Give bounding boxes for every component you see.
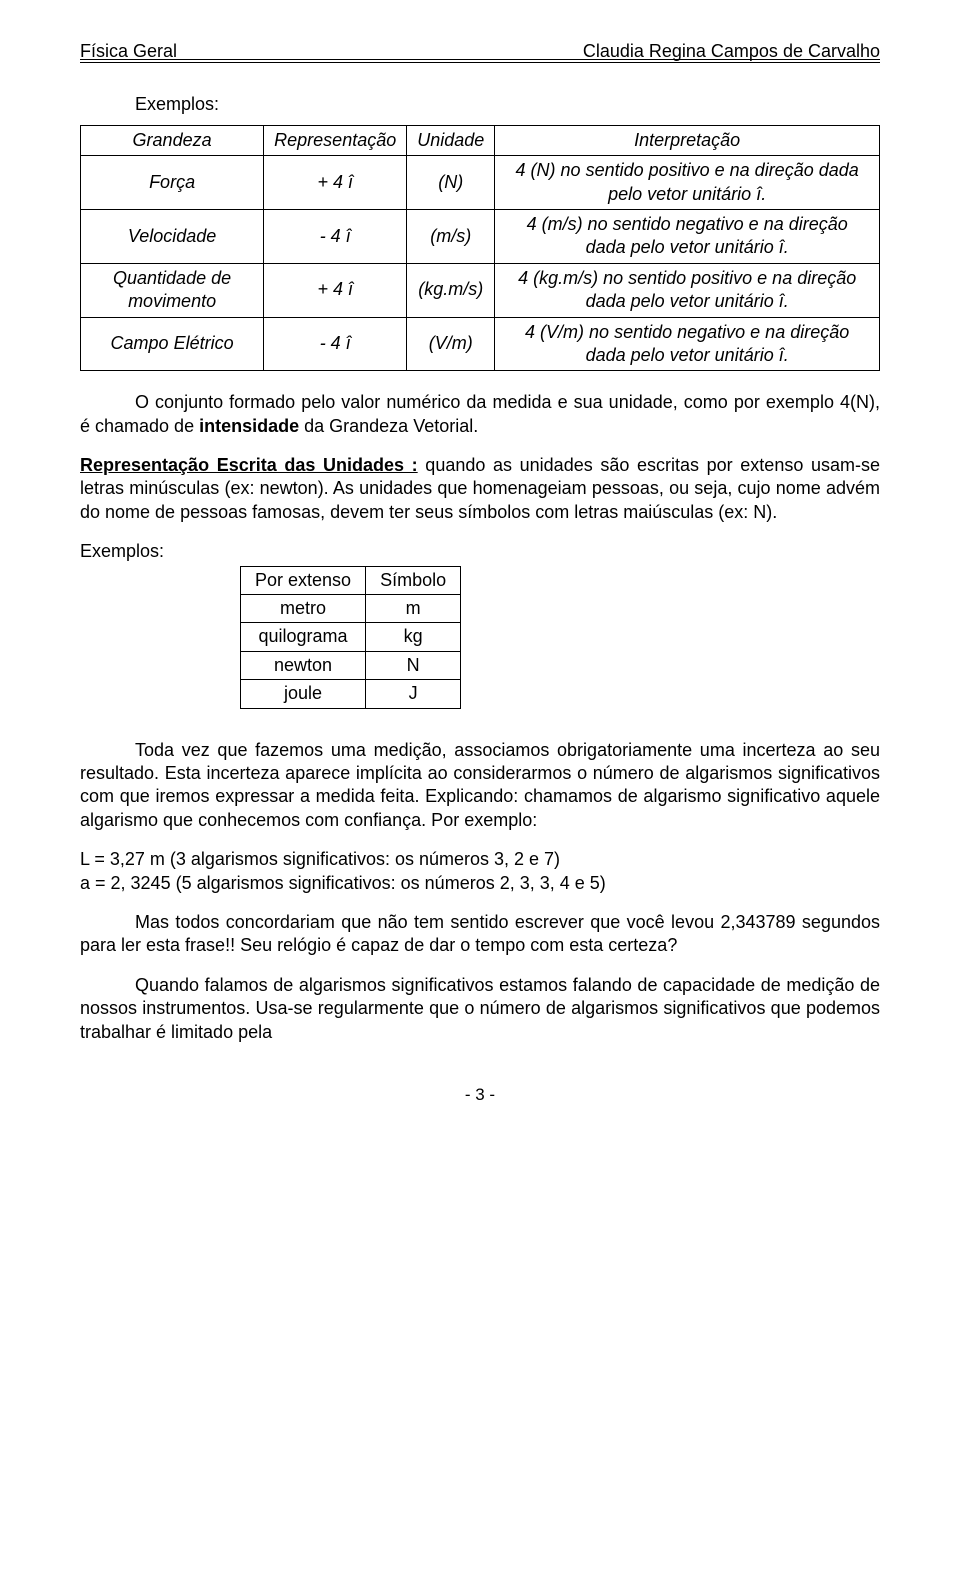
cell: Quantidade de movimento bbox=[81, 263, 264, 317]
cell: + 4 î bbox=[264, 156, 407, 210]
col-header: Representação bbox=[264, 125, 407, 155]
table-row: Força + 4 î (N) 4 (N) no sentido positiv… bbox=[81, 156, 880, 210]
col-header: Interpretação bbox=[495, 125, 880, 155]
cell: Velocidade bbox=[81, 209, 264, 263]
heading-units-writing: Representação Escrita das Unidades : bbox=[80, 455, 418, 475]
table-header-row: Grandeza Representação Unidade Interpret… bbox=[81, 125, 880, 155]
cell: newton bbox=[241, 651, 366, 679]
text-bold-intensidade: intensidade bbox=[199, 416, 299, 436]
table-row: metro m bbox=[241, 595, 461, 623]
col-header: Grandeza bbox=[81, 125, 264, 155]
examples-label-1: Exemplos: bbox=[135, 93, 880, 116]
table-row: quilograma kg bbox=[241, 623, 461, 651]
examples-table-2: Por extenso Símbolo metro m quilograma k… bbox=[240, 566, 461, 709]
page-container: Física Geral Claudia Regina Campos de Ca… bbox=[0, 0, 960, 1146]
table-row: newton N bbox=[241, 651, 461, 679]
cell: kg bbox=[366, 623, 461, 651]
cell: + 4 î bbox=[264, 263, 407, 317]
table-row: Quantidade de movimento + 4 î (kg.m/s) 4… bbox=[81, 263, 880, 317]
line-L: L = 3,27 m (3 algarismos significativos:… bbox=[80, 848, 880, 871]
cell: J bbox=[366, 680, 461, 708]
paragraph-watch: Mas todos concordariam que não tem senti… bbox=[80, 911, 880, 958]
cell: (N) bbox=[407, 156, 495, 210]
header-left: Física Geral bbox=[80, 40, 177, 63]
paragraph-intensity: O conjunto formado pelo valor numérico d… bbox=[80, 391, 880, 438]
line-a: a = 2, 3245 (5 algarismos significativos… bbox=[80, 872, 880, 895]
cell: (kg.m/s) bbox=[407, 263, 495, 317]
cell: 4 (N) no sentido positivo e na direção d… bbox=[495, 156, 880, 210]
examples-label-2: Exemplos: bbox=[80, 540, 880, 563]
cell: 4 (m/s) no sentido negativo e na direção… bbox=[495, 209, 880, 263]
cell: Força bbox=[81, 156, 264, 210]
examples-table-1: Grandeza Representação Unidade Interpret… bbox=[80, 125, 880, 372]
table-header-row: Por extenso Símbolo bbox=[241, 566, 461, 594]
cell: m bbox=[366, 595, 461, 623]
col-header: Unidade bbox=[407, 125, 495, 155]
text: da Grandeza Vetorial. bbox=[299, 416, 478, 436]
cell: N bbox=[366, 651, 461, 679]
page-number: - 3 - bbox=[80, 1084, 880, 1106]
table-row: joule J bbox=[241, 680, 461, 708]
col-header: Por extenso bbox=[241, 566, 366, 594]
table-row: Velocidade - 4 î (m/s) 4 (m/s) no sentid… bbox=[81, 209, 880, 263]
cell: 4 (V/m) no sentido negativo e na direção… bbox=[495, 317, 880, 371]
cell: metro bbox=[241, 595, 366, 623]
paragraph-units-writing: Representação Escrita das Unidades : qua… bbox=[80, 454, 880, 524]
header-right: Claudia Regina Campos de Carvalho bbox=[583, 40, 880, 63]
cell: quilograma bbox=[241, 623, 366, 651]
cell: - 4 î bbox=[264, 209, 407, 263]
cell: (m/s) bbox=[407, 209, 495, 263]
cell: - 4 î bbox=[264, 317, 407, 371]
col-header: Símbolo bbox=[366, 566, 461, 594]
cell: (V/m) bbox=[407, 317, 495, 371]
paragraph-measurement: Toda vez que fazemos uma medição, associ… bbox=[80, 739, 880, 833]
cell: Campo Elétrico bbox=[81, 317, 264, 371]
paragraph-sigfig: Quando falamos de algarismos significati… bbox=[80, 974, 880, 1044]
cell: 4 (kg.m/s) no sentido positivo e na dire… bbox=[495, 263, 880, 317]
table-row: Campo Elétrico - 4 î (V/m) 4 (V/m) no se… bbox=[81, 317, 880, 371]
cell: joule bbox=[241, 680, 366, 708]
